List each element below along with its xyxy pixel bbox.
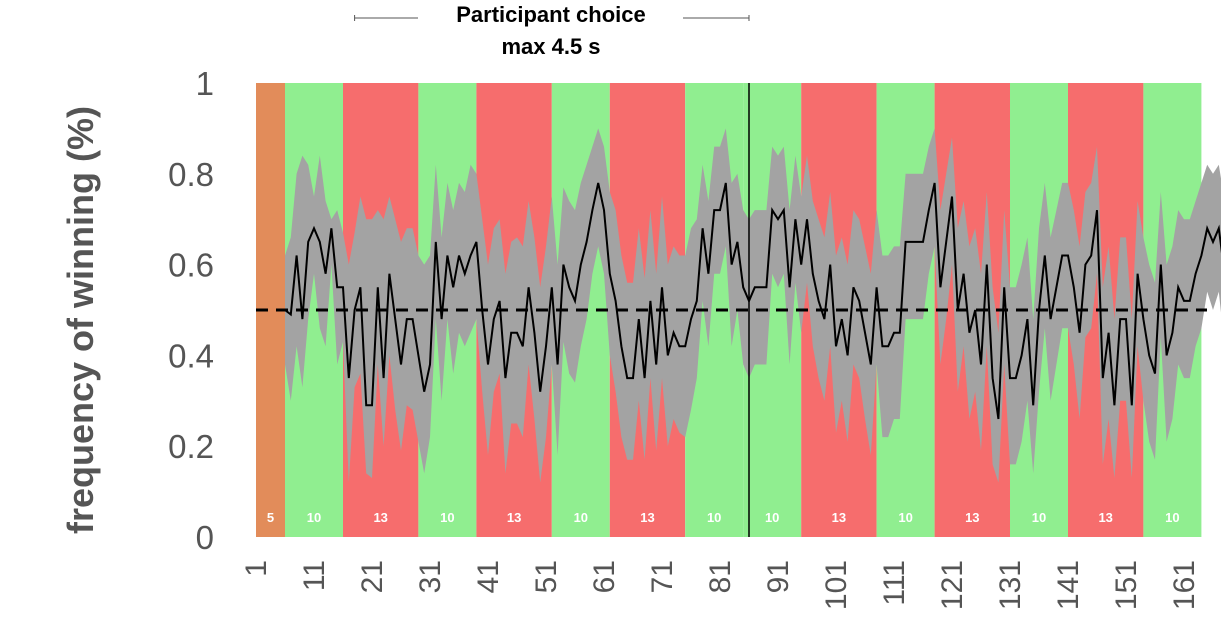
block-length-label: 10 [1032,510,1046,525]
x-tick-label: 111 [878,560,911,606]
x-tick-label: 21 [356,560,389,593]
y-tick-label: 0.4 [168,337,214,374]
series-line [284,182,1221,420]
chart-title: Participant choice [456,2,646,27]
confidence-band [285,128,1221,483]
y-tick-label: 0.2 [168,428,214,465]
block-length-label: 13 [1098,510,1112,525]
block-length-label: 10 [574,510,588,525]
block-length-label: 10 [307,510,321,525]
y-tick-label: 0.8 [168,156,214,193]
block-length-label: 10 [707,510,721,525]
y-tick-label: 1 [196,65,214,102]
x-tick-label: 71 [646,560,679,593]
x-tick-label: 101 [820,560,853,610]
x-tick-label: 121 [936,560,969,610]
x-tick-label: 41 [472,560,505,593]
y-tick-label: 0.6 [168,247,214,284]
chart-title-group: Participant choice max 4.5 s [354,2,750,59]
block-length-label: 13 [965,510,979,525]
block-length-label: 13 [507,510,521,525]
block-length-label: 10 [898,510,912,525]
x-axis-ticks: 1 11 21 31 41 51 61 71 81 91 101 111 121 131 141 151 161 [240,560,1201,610]
x-tick-label: 31 [414,560,447,593]
block-length-label: 10 [1165,510,1179,525]
block-length-label: 13 [373,510,387,525]
x-tick-label: 131 [994,560,1027,610]
x-tick-label: 91 [762,560,795,593]
x-tick-label: 11 [298,560,331,591]
y-axis-ticks: 0 0.2 0.4 0.6 0.8 1 [168,65,214,556]
block-length-label: 13 [640,510,654,525]
block-length-label: 10 [765,510,779,525]
block-length-label: 10 [440,510,454,525]
y-tick-label: 0 [196,519,214,556]
x-tick-label: 1 [240,560,273,577]
block-labels: 5 10 13 10 13 10 13 10 10 13 10 13 10 13 10 [267,510,1180,525]
chart-subtitle: max 4.5 s [501,34,600,59]
x-tick-label: 141 [1052,560,1085,610]
x-tick-label: 51 [530,560,563,593]
block-length-label: 5 [267,510,274,525]
x-tick-label: 161 [1168,560,1201,610]
x-tick-label: 61 [588,560,621,593]
block-length-label: 13 [832,510,846,525]
y-axis-label: frequency of winning (%) [60,106,101,534]
x-tick-label: 81 [704,560,737,593]
x-tick-label: 151 [1110,560,1143,610]
